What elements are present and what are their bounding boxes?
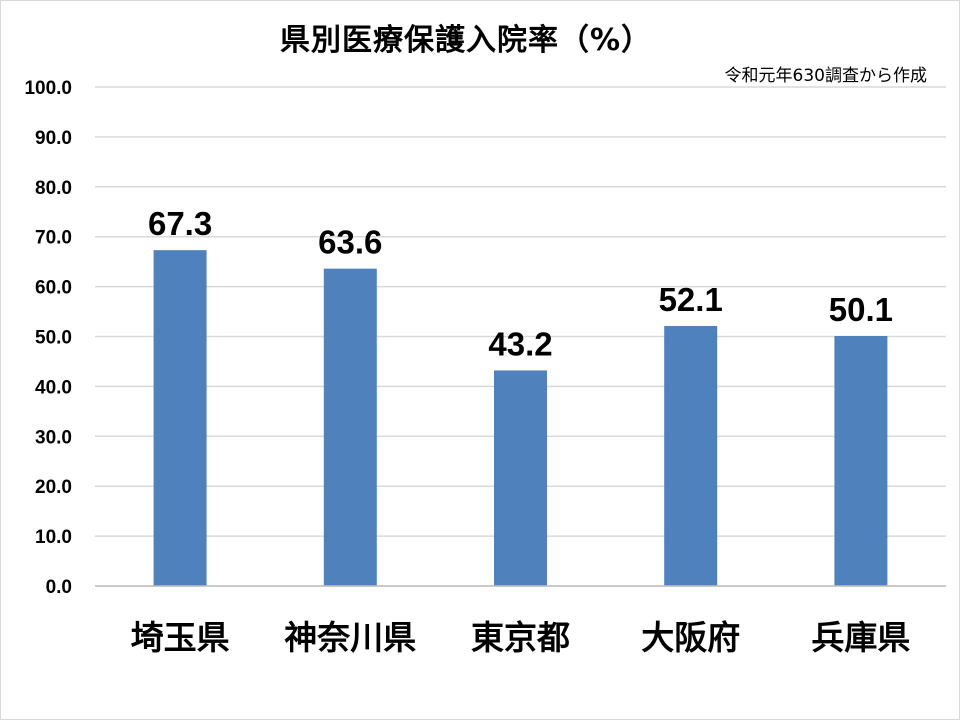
y-tick-label: 60.0 xyxy=(35,278,72,299)
data-label: 52.1 xyxy=(659,281,723,318)
x-tick-label: 神奈川県 xyxy=(284,618,416,657)
bar xyxy=(153,250,207,586)
y-tick-label: 50.0 xyxy=(35,328,72,349)
x-tick-label: 埼玉県 xyxy=(131,618,230,657)
y-tick-label: 100.0 xyxy=(24,78,72,99)
y-tick-label: 20.0 xyxy=(35,477,72,498)
chart-subtitle: 令和元年630調査から作成 xyxy=(724,66,927,86)
bar xyxy=(834,336,888,586)
bar xyxy=(664,326,718,586)
bar xyxy=(494,370,547,586)
data-label: 63.6 xyxy=(318,224,382,261)
bar xyxy=(323,268,377,586)
y-tick-label: 70.0 xyxy=(35,228,72,249)
x-tick-label: 兵庫県 xyxy=(811,618,910,657)
y-tick-label: 80.0 xyxy=(35,178,72,199)
x-tick-label: 大阪府 xyxy=(641,618,740,657)
x-tick-label: 東京都 xyxy=(471,618,570,657)
y-tick-label: 30.0 xyxy=(35,427,72,448)
data-label: 67.3 xyxy=(148,205,212,242)
data-label: 50.1 xyxy=(829,291,893,328)
y-tick-label: 0.0 xyxy=(46,577,72,598)
y-tick-label: 10.0 xyxy=(35,527,72,548)
chart-title: 県別医療保護入院率（%） xyxy=(279,23,653,58)
y-tick-label: 40.0 xyxy=(35,377,72,398)
y-tick-label: 90.0 xyxy=(35,128,72,149)
data-label: 43.2 xyxy=(488,325,552,362)
